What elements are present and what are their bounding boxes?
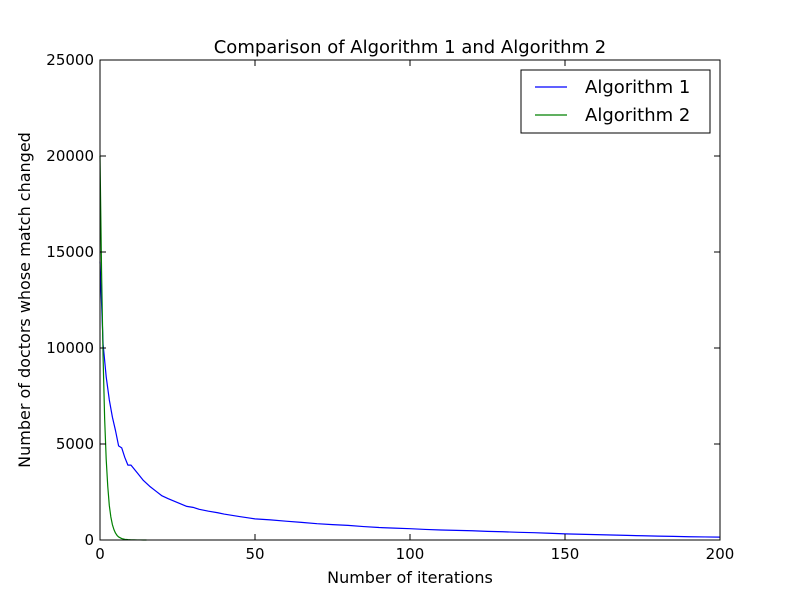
y-tick-label: 5000 — [56, 435, 94, 453]
y-axis-label: Number of doctors whose match changed — [15, 132, 34, 468]
x-tick-label: 100 — [396, 545, 425, 563]
legend-label-algorithm-1: Algorithm 1 — [585, 77, 690, 98]
x-tick-label: 150 — [551, 545, 580, 563]
x-axis-label: Number of iterations — [327, 568, 493, 587]
legend-box — [520, 69, 711, 134]
x-tick-label: 50 — [245, 545, 264, 563]
y-tick-label: 15000 — [46, 243, 94, 261]
x-tick-label: 0 — [95, 545, 105, 563]
y-tick-label: 25000 — [46, 51, 94, 69]
x-tick-label: 200 — [706, 545, 735, 563]
chart-title: Comparison of Algorithm 1 and Algorithm … — [214, 37, 607, 58]
y-tick-label: 10000 — [46, 339, 94, 357]
y-tick-label: 0 — [84, 531, 94, 549]
legend-label-algorithm-2: Algorithm 2 — [585, 105, 690, 126]
y-tick-label: 20000 — [46, 147, 94, 165]
x-axis: 0 50 100 150 200 — [95, 60, 734, 563]
y-axis: 0 5000 10000 15000 20000 25000 — [46, 51, 720, 549]
series-line-algorithm-1 — [99, 261, 721, 538]
legend: Algorithm 1 Algorithm 2 — [520, 69, 711, 134]
